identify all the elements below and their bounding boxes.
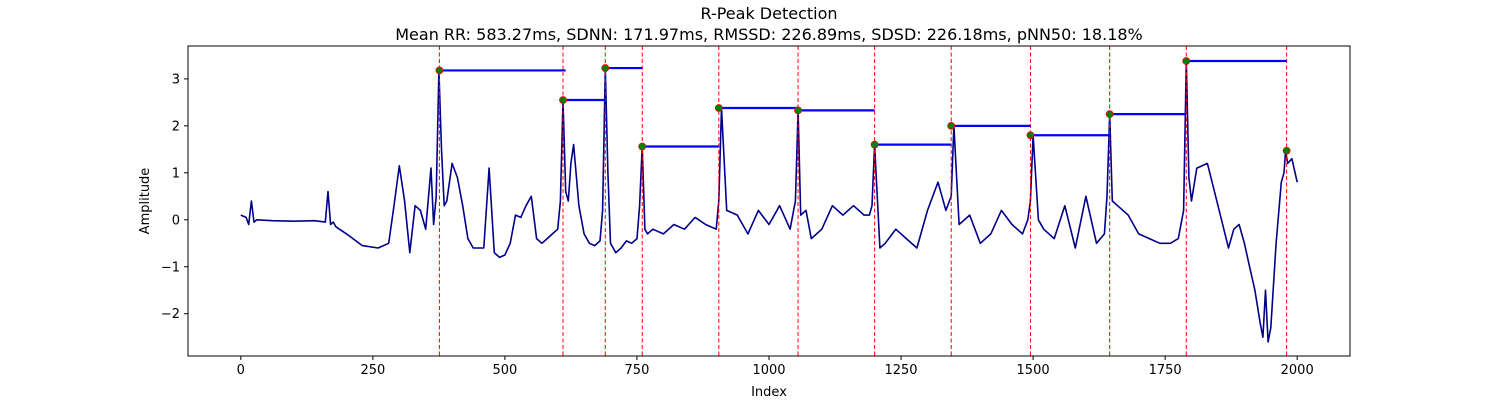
r-peak-marker-0 [435,66,444,75]
r-peak-marker-9 [1105,110,1114,119]
x-tick-label-3: 750 [625,363,650,378]
x-tick-label-8: 2000 [1281,363,1314,378]
chart-title: R-Peak Detection [700,4,837,23]
x-tick-label-6: 1500 [1017,363,1050,378]
r-peak-marker-8 [1026,131,1035,140]
plot-area [240,46,1298,356]
r-peak-marker-11 [1282,146,1291,155]
y-axis: −2 −1 0 1 2 3 [161,72,188,322]
x-axis-label: Index [751,385,787,400]
ecg-signal-line [240,60,1298,343]
x-axis: 0 250 500 750 1000 1250 1500 1750 2000 [237,356,1314,378]
r-peak-marker-2 [601,64,610,72]
y-tick-label-4: 2 [172,119,180,134]
y-tick-label-5: 3 [172,72,180,87]
x-tick-label-2: 500 [492,363,517,378]
y-tick-label-2: 0 [172,213,180,228]
r-peak-marker-4 [714,104,723,112]
r-peak-marker-3 [638,142,647,151]
x-tick-label-4: 1000 [752,363,785,378]
y-tick-label-0: −2 [161,307,180,322]
r-peak-marker-6 [870,140,879,149]
r-peak-marker-1 [559,96,567,104]
y-tick-label-1: −1 [161,260,180,275]
y-tick-label-3: 1 [172,166,180,181]
r-peak-marker-5 [794,106,802,115]
x-tick-label-7: 1750 [1149,363,1182,378]
x-tick-label-5: 1250 [884,363,917,378]
r-peak-marker-7 [947,121,956,130]
axes-frame [187,45,1351,357]
x-tick-label-0: 0 [237,363,245,378]
chart-subtitle: Mean RR: 583.27ms, SDNN: 171.97ms, RMSSD… [395,25,1143,44]
y-axis-label: Amplitude [138,168,153,235]
x-tick-label-1: 250 [360,363,385,378]
r-peak-marker-10 [1182,57,1191,65]
